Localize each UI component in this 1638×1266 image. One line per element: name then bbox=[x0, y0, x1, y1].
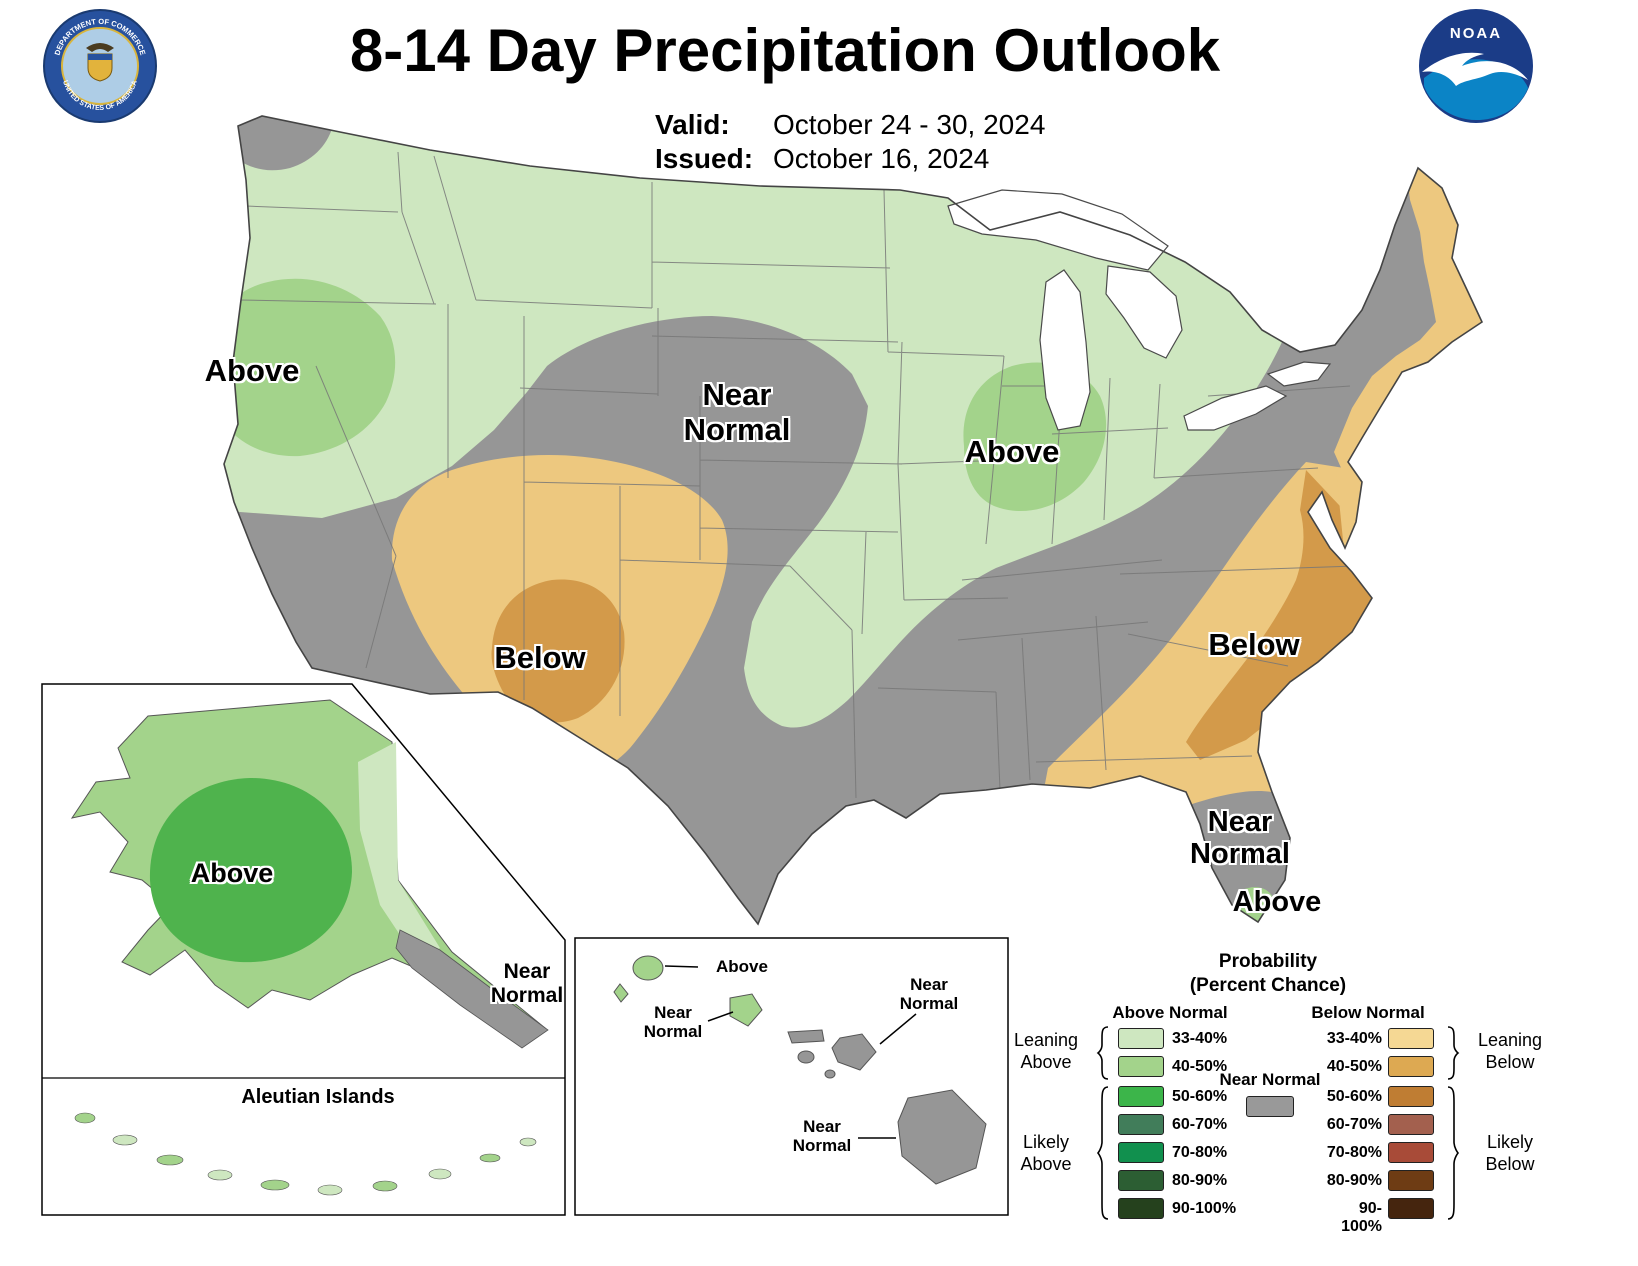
hawaii-leader-lines bbox=[664, 965, 917, 1139]
island-molokai bbox=[787, 1029, 825, 1044]
legend-row-above-33-40: 33-40% bbox=[1172, 1030, 1228, 1047]
label-aleutian-islands: Aleutian Islands bbox=[241, 1086, 395, 1108]
legend-row-above-60-70: 60-70% bbox=[1172, 1116, 1228, 1133]
legend-row-below-80-90: 80-90% bbox=[1326, 1172, 1382, 1189]
island-maui bbox=[831, 1033, 877, 1071]
valid-label: Valid: bbox=[655, 109, 730, 140]
swatch-below-90-100 bbox=[1388, 1198, 1434, 1219]
lake-superior bbox=[947, 189, 1169, 271]
label-midwest-above: Above bbox=[964, 434, 1060, 469]
lake-ontario bbox=[1266, 361, 1332, 387]
swatch-below-50-60 bbox=[1388, 1086, 1434, 1107]
legend-row-below-70-80: 70-80% bbox=[1326, 1144, 1382, 1161]
label-hawaii-kauai-above: Above bbox=[716, 957, 768, 976]
region-near-normal-florida bbox=[1186, 790, 1293, 919]
issued-label: Issued: bbox=[655, 143, 754, 174]
label-alaska-above: Above bbox=[190, 858, 274, 888]
great-lakes bbox=[947, 189, 1332, 431]
noaa-gull-icon bbox=[1422, 52, 1528, 86]
label-central-near-normal: Near Normal bbox=[683, 377, 791, 447]
island-lanai bbox=[797, 1050, 815, 1064]
swatch-above-40-50 bbox=[1118, 1056, 1164, 1077]
swatch-above-80-90 bbox=[1118, 1170, 1164, 1191]
label-hawaii-oahu-near-normal: Near Normal bbox=[643, 1003, 703, 1042]
brace-likely-above bbox=[1096, 1086, 1109, 1220]
swatch-below-33-40 bbox=[1388, 1028, 1434, 1049]
legend-below-header: Below Normal bbox=[1311, 1003, 1425, 1022]
region-below-southwest-core bbox=[491, 579, 625, 723]
legend-leaning-below: Leaning Below bbox=[1477, 1030, 1543, 1072]
legend-row-below-60-70: 60-70% bbox=[1326, 1116, 1382, 1133]
legend-row-below-90-100: 90-100% bbox=[1341, 1200, 1382, 1235]
label-southeast-below: Below bbox=[1208, 627, 1300, 662]
label-florida-near-normal: Near Normal bbox=[1190, 806, 1290, 871]
label-hawaii-big-island-near-normal: Near Normal bbox=[792, 1117, 852, 1156]
alaska-east-leaning bbox=[358, 742, 440, 962]
page-title: 8-14 Day Precipitation Outlook bbox=[349, 17, 1221, 84]
lake-erie bbox=[1183, 385, 1288, 431]
legend-row-above-70-80: 70-80% bbox=[1172, 1144, 1228, 1161]
commerce-seal: DEPARTMENT OF COMMERCE UNITED STATES OF … bbox=[43, 9, 157, 123]
probability-legend: Probability (Percent Chance) Above Norma… bbox=[1000, 945, 1600, 1245]
region-above-west-core bbox=[224, 278, 396, 457]
alaska-panhandle-near-normal bbox=[395, 929, 549, 1049]
state-borders bbox=[239, 151, 1357, 799]
validity-dates: Valid: October 24 - 30, 2024 Issued: Octob… bbox=[655, 108, 1045, 176]
legend-row-above-80-90: 80-90% bbox=[1172, 1172, 1228, 1189]
island-kahoolawe bbox=[824, 1069, 836, 1079]
swatch-above-70-80 bbox=[1118, 1142, 1164, 1163]
legend-row-below-50-60: 50-60% bbox=[1326, 1088, 1382, 1105]
island-hawaii-big bbox=[897, 1089, 987, 1185]
us-outline bbox=[223, 115, 1484, 926]
legend-row-above-40-50: 40-50% bbox=[1172, 1058, 1228, 1075]
brace-leaning-above bbox=[1096, 1026, 1109, 1080]
seal-shield-icon bbox=[87, 53, 113, 82]
brace-leaning-below bbox=[1447, 1026, 1460, 1080]
region-below-southeast-core bbox=[1186, 470, 1372, 760]
valid-line: Valid: October 24 - 30, 2024 bbox=[655, 108, 1045, 142]
swatch-below-40-50 bbox=[1388, 1056, 1434, 1077]
legend-near-normal-label: Near Normal bbox=[1219, 1070, 1321, 1089]
swatch-above-90-100 bbox=[1118, 1198, 1164, 1219]
aleutian-islands-chain bbox=[74, 1112, 537, 1196]
alaska-above-core bbox=[149, 778, 352, 963]
issued-line: Issued: October 16, 2024 bbox=[655, 142, 1045, 176]
swatch-above-50-60 bbox=[1118, 1086, 1164, 1107]
legend-row-below-40-50: 40-50% bbox=[1326, 1058, 1382, 1075]
seal-eagle-icon bbox=[86, 43, 114, 52]
label-florida-above: Above bbox=[1232, 886, 1322, 918]
lake-michigan bbox=[1039, 269, 1091, 431]
issued-value: October 16, 2024 bbox=[773, 143, 990, 174]
swatch-below-80-90 bbox=[1388, 1170, 1434, 1191]
label-west-above: Above bbox=[204, 353, 300, 388]
label-alaska-near-normal: Near Normal bbox=[490, 960, 564, 1007]
legend-above-header: Above Normal bbox=[1112, 1003, 1228, 1022]
legend-row-above-90-100: 90-100% bbox=[1172, 1200, 1237, 1217]
legend-row-below-33-40: 33-40% bbox=[1326, 1030, 1382, 1047]
island-niihau bbox=[613, 983, 629, 1003]
label-southwest-below: Below bbox=[494, 640, 586, 675]
brace-likely-below bbox=[1447, 1086, 1460, 1220]
noaa-logo: NOAA bbox=[1419, 9, 1533, 123]
legend-leaning-above: Leaning Above bbox=[1013, 1030, 1079, 1072]
swatch-above-60-70 bbox=[1118, 1114, 1164, 1135]
hawaii-inset bbox=[574, 937, 1009, 1216]
swatch-below-70-80 bbox=[1388, 1142, 1434, 1163]
lake-huron bbox=[1105, 265, 1183, 359]
legend-likely-below: Likely Below bbox=[1485, 1132, 1535, 1174]
legend-row-above-50-60: 50-60% bbox=[1172, 1088, 1228, 1105]
legend-title: Probability bbox=[1218, 951, 1318, 972]
alaska-inset bbox=[41, 683, 566, 1216]
noaa-logo-text: NOAA bbox=[1450, 25, 1502, 42]
swatch-below-60-70 bbox=[1388, 1114, 1434, 1135]
island-kauai bbox=[632, 955, 664, 981]
swatch-near-normal bbox=[1246, 1096, 1294, 1117]
label-hawaii-maui-near-normal: Near Normal bbox=[899, 975, 959, 1014]
valid-value: October 24 - 30, 2024 bbox=[773, 109, 1046, 140]
legend-likely-above: Likely Above bbox=[1020, 1132, 1072, 1174]
legend-subtitle: (Percent Chance) bbox=[1189, 975, 1347, 996]
swatch-above-33-40 bbox=[1118, 1028, 1164, 1049]
